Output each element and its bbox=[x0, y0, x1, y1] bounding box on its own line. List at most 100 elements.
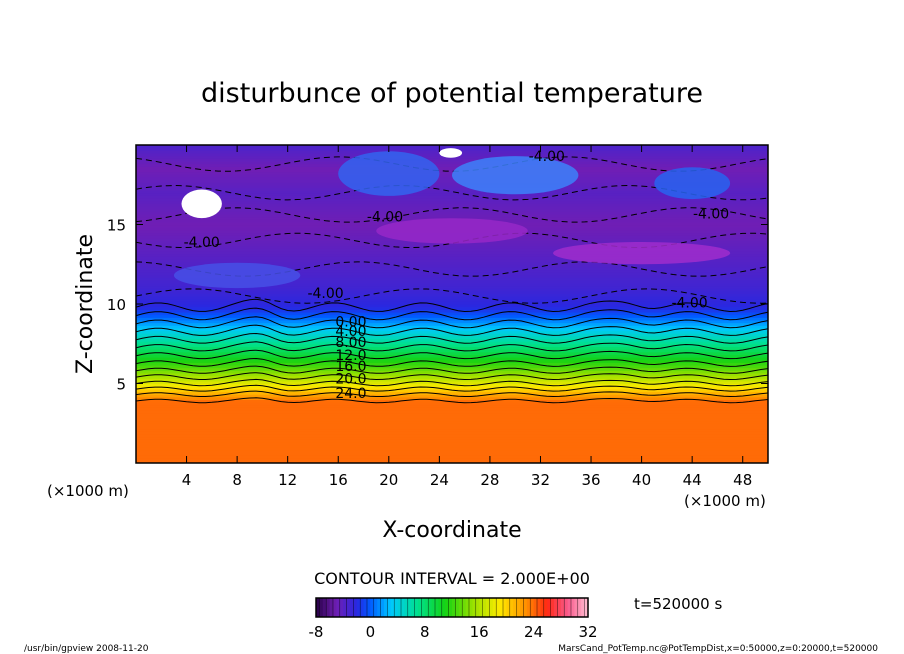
contour-line bbox=[136, 349, 768, 360]
color-band bbox=[136, 277, 768, 281]
color-band bbox=[136, 258, 768, 263]
color-band bbox=[136, 412, 768, 416]
color-band bbox=[136, 433, 768, 438]
contour-line bbox=[136, 324, 768, 336]
colorbar-segment bbox=[363, 598, 368, 617]
colorbar-ticks: -8 0 8 16 24 32 bbox=[309, 623, 598, 641]
color-band bbox=[136, 338, 768, 342]
contour-label: 4.00 bbox=[335, 324, 366, 340]
color-band bbox=[136, 301, 768, 305]
colorbar-segment bbox=[356, 598, 361, 617]
color-band bbox=[136, 190, 768, 194]
color-band bbox=[136, 431, 768, 435]
color-band bbox=[136, 439, 768, 443]
colorbar-segment bbox=[499, 598, 504, 617]
color-band bbox=[136, 428, 768, 432]
colorbar-segment bbox=[584, 598, 589, 617]
colorbar-segment bbox=[448, 598, 453, 617]
color-band bbox=[136, 447, 768, 451]
contour-label: -4.00 bbox=[184, 235, 220, 251]
color-band bbox=[136, 417, 768, 422]
contour-label: -4.00 bbox=[529, 149, 565, 165]
colorbar-segment bbox=[543, 598, 548, 617]
x-tick-label: 12 bbox=[278, 471, 297, 489]
color-band bbox=[136, 288, 768, 292]
contour-labels: -4.00 -4.00 -4.00 -4.00 -4.00 -4.00 0.004.008.… bbox=[184, 149, 730, 402]
undefined-patch bbox=[181, 189, 222, 219]
colorbar-segment bbox=[380, 598, 385, 617]
color-band bbox=[136, 290, 768, 294]
contour-line bbox=[136, 390, 768, 398]
colorbar-segment bbox=[492, 598, 497, 617]
colorbar-segment bbox=[523, 598, 528, 617]
contour-line bbox=[136, 298, 768, 313]
cold-patch bbox=[376, 218, 528, 244]
x-tick-label: 44 bbox=[683, 471, 702, 489]
colorbar bbox=[316, 598, 589, 617]
color-band bbox=[136, 351, 768, 355]
colorbar-segment bbox=[373, 598, 378, 617]
colorbar-segment bbox=[401, 598, 405, 617]
colorbar-segment bbox=[489, 598, 494, 617]
colorbar-segment bbox=[343, 598, 348, 617]
colorbar-segment bbox=[574, 598, 579, 617]
color-band bbox=[136, 195, 768, 199]
color-band bbox=[136, 296, 768, 300]
colorbar-segment bbox=[428, 598, 433, 617]
colorbar-segment bbox=[452, 598, 456, 617]
contour-label: 20.0 bbox=[335, 372, 366, 388]
color-band bbox=[136, 251, 768, 255]
x-tick-label: 48 bbox=[733, 471, 752, 489]
colorbar-segment bbox=[479, 598, 484, 617]
colorbar-tick-label: 24 bbox=[524, 623, 543, 641]
colorbar-segment bbox=[414, 598, 419, 617]
colorbar-segment bbox=[513, 598, 518, 617]
colorbar-segment bbox=[421, 598, 426, 617]
contour-line bbox=[136, 357, 768, 367]
colorbar-segment bbox=[465, 598, 470, 617]
colorbar-segment bbox=[394, 598, 399, 617]
color-band bbox=[136, 402, 768, 406]
color-band bbox=[136, 306, 768, 310]
contour-label: 16.0 bbox=[335, 359, 366, 375]
colorbar-segment bbox=[581, 598, 586, 617]
colorbar-segment bbox=[377, 598, 382, 617]
colorbar-segment bbox=[441, 598, 446, 617]
colorbar-frame bbox=[315, 597, 589, 618]
color-band bbox=[136, 460, 768, 463]
x-tick-label: 32 bbox=[531, 471, 550, 489]
cold-patch bbox=[338, 151, 440, 196]
color-band bbox=[136, 333, 768, 337]
color-band bbox=[136, 274, 768, 279]
color-band bbox=[136, 213, 768, 218]
colorbar-segment bbox=[455, 598, 460, 617]
color-band bbox=[136, 357, 768, 361]
contour-label: -4.00 bbox=[307, 286, 343, 302]
color-band bbox=[136, 378, 768, 382]
colorbar-segment bbox=[339, 598, 344, 617]
color-bands bbox=[136, 145, 768, 463]
color-band bbox=[136, 449, 768, 453]
colorbar-segment bbox=[431, 598, 436, 617]
y-tick-label: 15 bbox=[107, 217, 126, 235]
contour-line-negative bbox=[136, 261, 768, 277]
y-tick-label: 10 bbox=[107, 296, 126, 314]
color-band bbox=[136, 330, 768, 334]
color-band bbox=[136, 399, 768, 403]
color-band bbox=[136, 304, 768, 308]
color-band bbox=[136, 341, 768, 345]
color-band bbox=[136, 187, 768, 191]
x-axis: 4 8 12 16 20 24 28 32 36 40 44 48 bbox=[182, 145, 752, 489]
colorbar-segment bbox=[516, 598, 521, 617]
contour-line bbox=[136, 372, 768, 381]
colorbar-segment bbox=[537, 598, 541, 617]
contour-line bbox=[136, 384, 768, 392]
contour-label: 24.0 bbox=[335, 386, 366, 402]
contour-line-negative bbox=[136, 288, 768, 304]
y-tick-label: 5 bbox=[116, 376, 126, 394]
colorbar-segment bbox=[424, 598, 429, 617]
color-band bbox=[136, 176, 768, 181]
color-band bbox=[136, 415, 768, 419]
color-band bbox=[136, 335, 768, 340]
